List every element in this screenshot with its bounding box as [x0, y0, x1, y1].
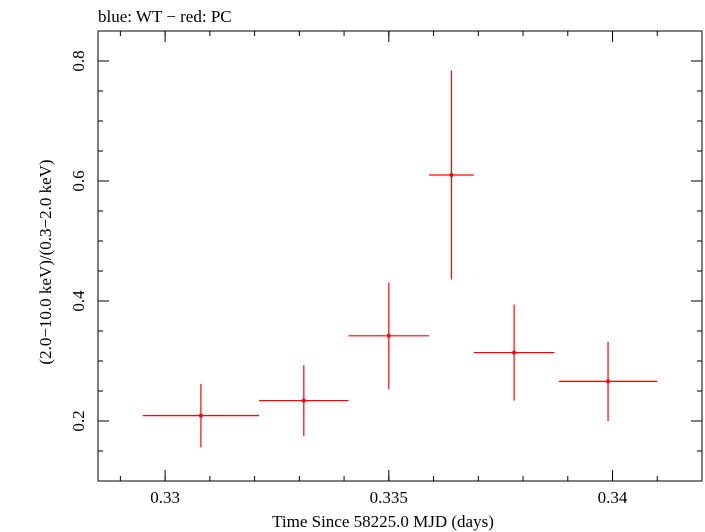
data-marker — [301, 398, 306, 403]
data-point — [473, 304, 555, 401]
x-tick-label: 0.33 — [150, 488, 180, 507]
chart-title: blue: WT − red: PC — [98, 7, 232, 26]
data-point — [558, 341, 658, 421]
data-marker — [386, 333, 391, 338]
data-point — [348, 282, 430, 390]
y-tick-label: 0.2 — [69, 410, 88, 431]
plot-frame — [97, 30, 703, 482]
data-marker — [449, 173, 454, 177]
data-marker — [606, 379, 611, 384]
data-point — [142, 383, 260, 448]
y-axis-label: (2.0−10.0 keV)/(0.3−2.0 keV) — [36, 159, 55, 364]
x-axis-label: Time Since 58225.0 MJD (days) — [272, 512, 494, 531]
y-tick-label: 0.8 — [69, 50, 88, 71]
x-tick-label: 0.335 — [370, 488, 408, 507]
y-tick-label: 0.6 — [69, 170, 88, 191]
x-tick-label: 0.34 — [598, 488, 628, 507]
data-point — [429, 70, 474, 280]
data-marker — [198, 413, 203, 418]
y-tick-label: 0.4 — [69, 290, 88, 312]
data-marker — [512, 350, 517, 355]
data-point — [259, 365, 349, 436]
